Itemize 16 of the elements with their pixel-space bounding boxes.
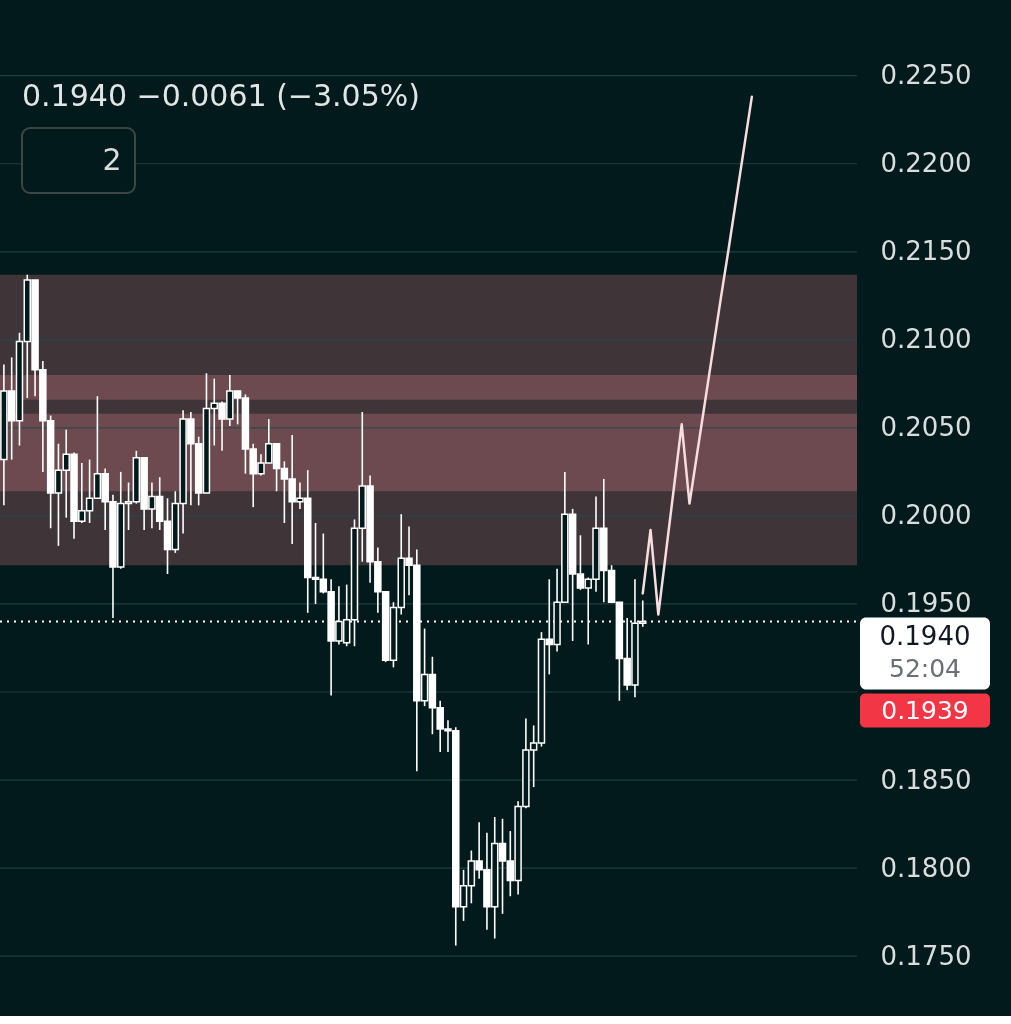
text: 0.1940 −0.0061 (−3.05%)	[22, 78, 420, 113]
y-tick-label: 0.2000	[880, 500, 972, 531]
y-tick-label: 0.1800	[880, 852, 972, 883]
y-tick-label: 0.1750	[880, 940, 972, 971]
y-tick-label: 0.2150	[880, 236, 972, 267]
y-tick-label: 0.2050	[880, 412, 972, 443]
y-tick-label: 0.2100	[880, 324, 972, 355]
line-series	[641, 95, 754, 616]
y-tick-label: 0.2200	[880, 148, 972, 179]
text: 0.1939	[881, 695, 969, 725]
y-tick-label: 0.2250	[880, 60, 972, 91]
ref-line-label: 0.1940	[879, 620, 971, 651]
text: 52:04	[888, 653, 962, 683]
y-tick-label: 0.1950	[880, 588, 972, 619]
annotation: 2	[102, 142, 122, 177]
y-tick-label: 0.1850	[880, 764, 972, 795]
